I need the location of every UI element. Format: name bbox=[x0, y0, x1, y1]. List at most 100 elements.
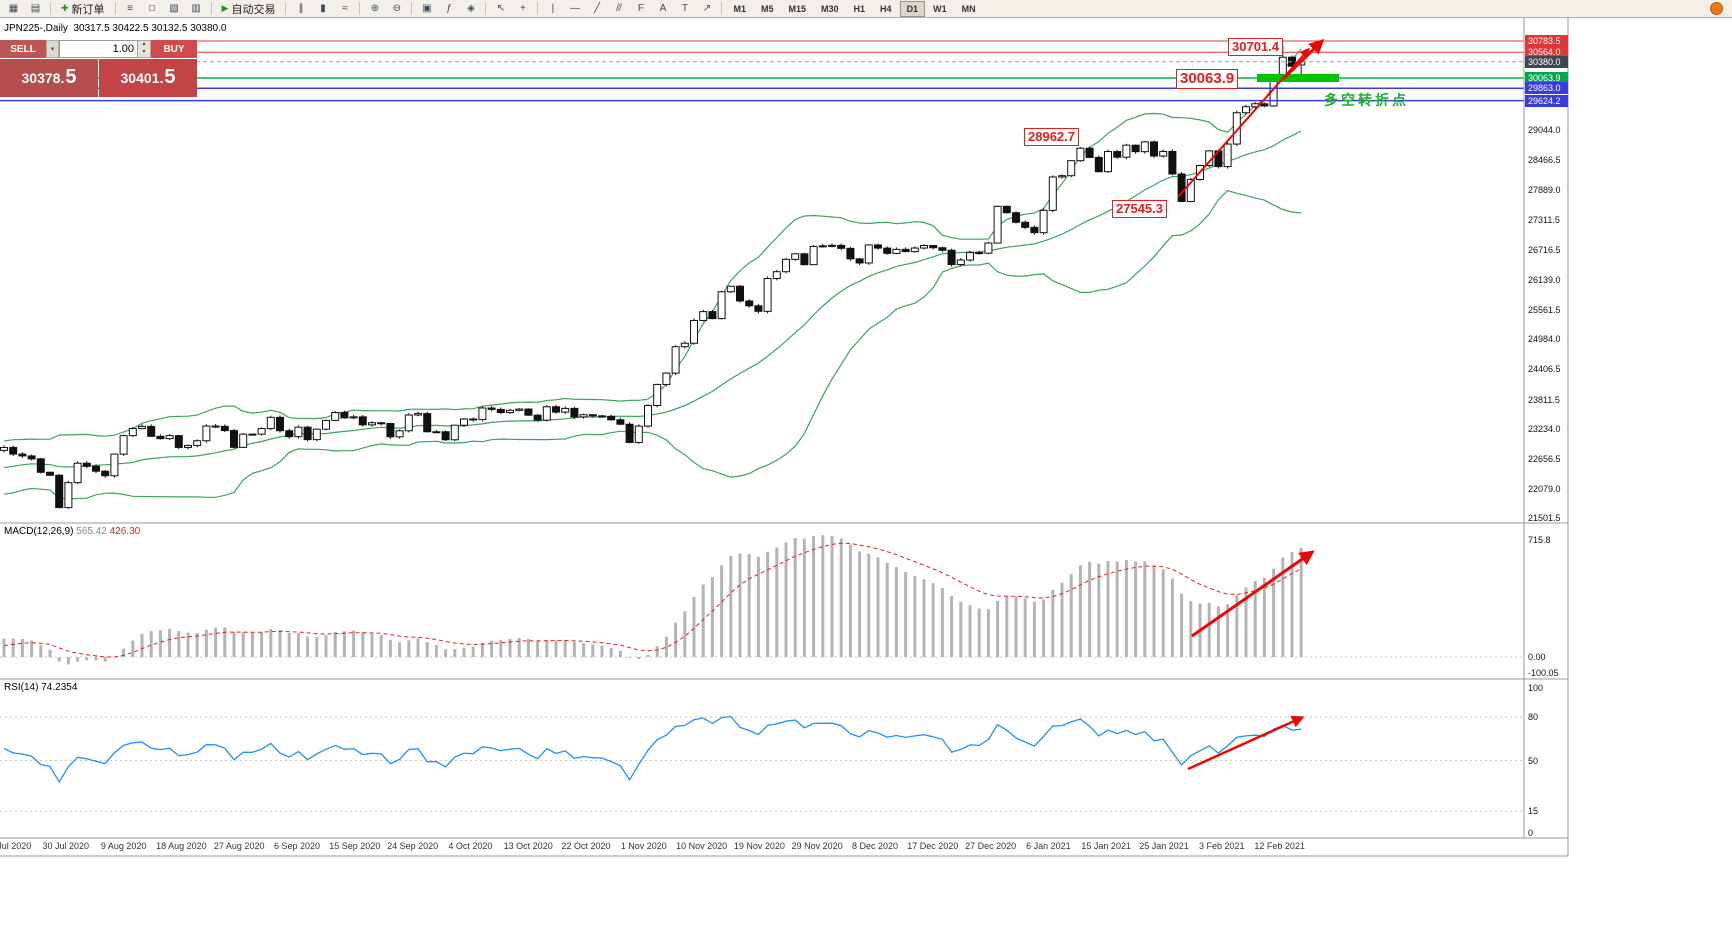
volume-up-icon[interactable]: ▴ bbox=[142, 41, 146, 47]
volume-input[interactable] bbox=[59, 40, 138, 58]
label-icon[interactable]: T bbox=[681, 3, 689, 14]
sell-price-frac: 5 bbox=[65, 65, 77, 88]
autotrade-button-icon: ▶ bbox=[221, 3, 229, 13]
autotrade-button-label: 自动交易 bbox=[231, 3, 276, 16]
indicators-icon[interactable]: ƒ bbox=[446, 3, 452, 14]
time-axis-label: 10 Nov 2020 bbox=[676, 841, 728, 851]
rsi-scale-label: 0 bbox=[1528, 828, 1534, 838]
macd-pane-label: MACD(12,26,9) 565.42 426.30 bbox=[4, 526, 140, 537]
navigator-icon[interactable]: ▧ bbox=[169, 3, 179, 14]
trendline-icon[interactable]: ╱ bbox=[593, 3, 600, 14]
order-type-dropdown[interactable]: ▾ bbox=[46, 40, 59, 58]
toolbar-separator bbox=[537, 2, 539, 15]
market-watch-icon[interactable]: ≡ bbox=[127, 3, 133, 14]
autotrade-button[interactable]: ▶ 自动交易 bbox=[216, 0, 282, 17]
time-axis-label: 1 Nov 2020 bbox=[620, 841, 667, 851]
zoom-out-icon[interactable]: ⊖ bbox=[392, 3, 402, 14]
buy-price-main: 30401. bbox=[120, 70, 164, 86]
ohlc-values: 30317.5 30422.5 30132.5 30380.0 bbox=[73, 23, 227, 34]
rsi-scale-label: 50 bbox=[1528, 755, 1539, 766]
volume-down-icon[interactable]: ▾ bbox=[142, 49, 146, 55]
time-axis-label: 6 Jan 2021 bbox=[1026, 841, 1071, 851]
timeframe-button-w1[interactable]: W1 bbox=[933, 3, 947, 14]
symbol-period-label: JPN225-,Daily bbox=[4, 23, 68, 34]
toolbar-separator bbox=[50, 2, 51, 15]
time-axis-label: 6 Sep 2020 bbox=[273, 841, 321, 851]
price-line-badge: 30063.9 bbox=[1525, 71, 1568, 84]
sell-button[interactable]: SELL bbox=[0, 40, 46, 58]
fibonacci-icon[interactable]: F bbox=[637, 3, 645, 14]
time-axis-label: 30 Jul 2020 bbox=[42, 841, 90, 851]
toolbar-separator bbox=[359, 2, 361, 15]
time-axis-label: 24 Sep 2020 bbox=[387, 841, 439, 851]
macd-scale-label: 715.8 bbox=[1528, 535, 1551, 546]
new-order-button-icon: ✚ bbox=[61, 3, 69, 13]
time-axis-label: 4 Oct 2020 bbox=[448, 841, 493, 851]
terminal-icon[interactable]: ▥ bbox=[191, 3, 201, 14]
zoom-in-icon[interactable]: ⊕ bbox=[370, 3, 380, 14]
horizontal-line-icon[interactable]: — bbox=[569, 3, 580, 14]
toolbar-separator bbox=[485, 2, 487, 15]
crosshair-icon[interactable]: + bbox=[520, 3, 526, 14]
price-tick-label: 21501.5 bbox=[1528, 513, 1561, 524]
timeframe-button-m30[interactable]: M30 bbox=[821, 3, 839, 14]
buy-price-frac: 5 bbox=[164, 65, 176, 88]
rsi-pane-label: RSI(14) 74.2354 bbox=[4, 682, 77, 693]
price-line-badge: 29624.2 bbox=[1525, 94, 1568, 107]
bar-chart-icon[interactable]: ∥ bbox=[298, 3, 304, 14]
toolbar-separator bbox=[114, 2, 116, 15]
buy-button[interactable]: BUY bbox=[151, 40, 197, 58]
line-chart-icon[interactable]: ≈ bbox=[342, 3, 348, 14]
price-tick-label: 26139.0 bbox=[1528, 274, 1561, 285]
timeframe-button-m15[interactable]: M15 bbox=[788, 3, 807, 14]
timeframe-button-mn[interactable]: MN bbox=[961, 3, 976, 14]
timeframe-button-h4[interactable]: H4 bbox=[880, 3, 892, 14]
toolbar-separator bbox=[411, 2, 413, 15]
price-tick-label: 27889.0 bbox=[1528, 184, 1561, 195]
macd-name: MACD(12,26,9) bbox=[4, 526, 74, 537]
cursor-icon[interactable]: ↖ bbox=[496, 3, 506, 14]
time-axis-label: 29 Nov 2020 bbox=[791, 841, 843, 851]
tile-windows-icon[interactable]: ▣ bbox=[422, 3, 432, 14]
price-line-badge: 29863.0 bbox=[1525, 82, 1568, 95]
candlestick-chart-icon[interactable]: ▮ bbox=[320, 3, 326, 14]
buy-price-button[interactable]: 30401. 5 bbox=[99, 59, 197, 97]
channel-icon[interactable]: ⫻ bbox=[615, 3, 622, 14]
time-axis-label: 8 Dec 2020 bbox=[851, 841, 899, 851]
price-tick-label: 23234.0 bbox=[1528, 424, 1561, 435]
vertical-line-icon[interactable]: | bbox=[551, 3, 555, 14]
time-axis-label: 13 Oct 2020 bbox=[503, 841, 553, 851]
text-icon[interactable]: A bbox=[659, 3, 667, 14]
objects-list-icon[interactable]: ◈ bbox=[467, 3, 475, 14]
price-line-badge: 30564.0 bbox=[1525, 46, 1568, 59]
rsi-name: RSI(14) bbox=[4, 682, 39, 693]
new-chart-icon[interactable]: ▦ bbox=[8, 3, 19, 14]
sell-price-button[interactable]: 30378. 5 bbox=[0, 59, 98, 97]
profiles-icon[interactable]: ▤ bbox=[30, 3, 41, 14]
price-annotation: 30063.9 bbox=[1176, 69, 1239, 89]
price-tick-label: 25561.5 bbox=[1528, 304, 1561, 315]
volume-spinner[interactable]: ▴ ▾ bbox=[138, 40, 151, 58]
timeframe-button-m1[interactable]: M1 bbox=[733, 3, 746, 14]
connection-status-icon[interactable] bbox=[1710, 2, 1723, 15]
time-axis-label: 15 Sep 2020 bbox=[329, 841, 381, 851]
new-order-button[interactable]: ✚ 新订单 bbox=[55, 0, 111, 17]
new-order-button-label: 新订单 bbox=[71, 3, 105, 16]
timeframe-button-m5[interactable]: M5 bbox=[760, 3, 774, 14]
time-axis-label: 19 Nov 2020 bbox=[733, 841, 785, 851]
macd-scale-label: -100.05 bbox=[1528, 668, 1559, 679]
price-line-badge: 30380.0 bbox=[1525, 55, 1568, 68]
timeframe-button-h1[interactable]: H1 bbox=[853, 3, 866, 14]
rsi-scale-label: 100 bbox=[1528, 683, 1544, 693]
time-axis-label: 3 Feb 2021 bbox=[1199, 841, 1245, 851]
price-annotation: 28962.7 bbox=[1024, 128, 1079, 146]
one-click-trading-panel: SELL ▾ ▴▾ BUY 30378.5 30401.5 bbox=[0, 40, 197, 97]
timeframe-button-d1[interactable]: D1 bbox=[899, 0, 926, 17]
toolbar: ▦ ▤ ✚ 新订单 ≡ □ ▧ ▥ ▶ 自动交易 ∥ ▮ ≈ ⊕ ⊖ ▣ ƒ ◈ ↖ + | — ╱ ⫻ F A T ↗ M1 M5 M15… bbox=[0, 0, 1732, 18]
data-window-icon[interactable]: □ bbox=[149, 3, 156, 14]
chart-title: JPN225-,Daily 30317.5 30422.5 30132.5 30… bbox=[4, 23, 226, 34]
price-tick-label: 29044.0 bbox=[1528, 125, 1561, 136]
arrow-tool-icon[interactable]: ↗ bbox=[702, 3, 712, 14]
